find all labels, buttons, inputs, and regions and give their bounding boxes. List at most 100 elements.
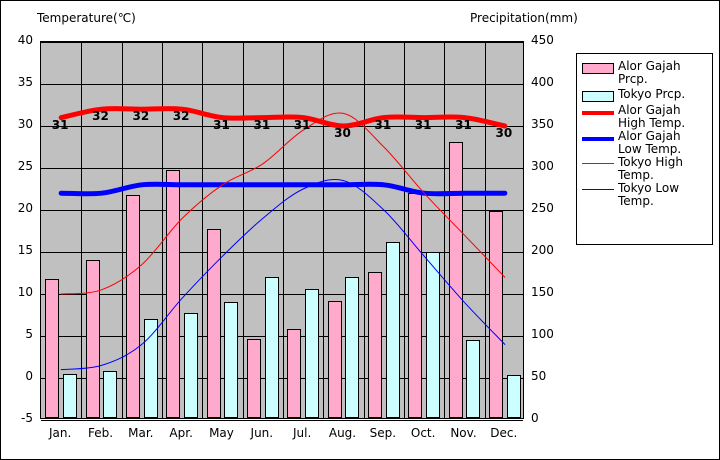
right-axis-tick-label: 50 <box>531 369 547 383</box>
bar <box>144 319 158 418</box>
right-axis-title: Precipitation(mm) <box>470 11 578 25</box>
left-axis-tick-label: 0 <box>25 369 33 383</box>
category-separator <box>162 42 163 418</box>
left-axis-tick-label: 10 <box>17 285 33 299</box>
x-axis-tick-label: Mar. <box>128 426 154 440</box>
high-temp-point-label: 31 <box>414 117 432 132</box>
legend-item-label: Alor Gajah Low Temp. <box>618 129 682 156</box>
high-temp-point-label: 32 <box>132 109 150 124</box>
bar <box>63 374 77 418</box>
x-axis-tick-label: Jul. <box>293 426 312 440</box>
left-axis-title: Temperature(℃) <box>37 11 136 25</box>
bar <box>207 229 221 418</box>
legend-item: Alor Gajah Prcp. <box>582 60 708 86</box>
bar <box>345 277 359 418</box>
left-axis-tick-label: 30 <box>17 117 33 131</box>
right-axis-tick-label: 300 <box>531 159 554 173</box>
category-separator <box>444 42 445 418</box>
x-axis-tick-label: Oct. <box>410 426 436 440</box>
legend-color-swatch <box>582 91 614 102</box>
bar <box>265 277 279 418</box>
left-axis-tick-label: -5 <box>21 411 33 425</box>
high-temp-point-label: 31 <box>293 117 311 132</box>
x-axis-tick-label: Jan. <box>49 426 72 440</box>
gridline <box>41 42 523 43</box>
legend-item-label: Alor Gajah Prcp. <box>618 59 681 86</box>
right-axis-tick-label: 100 <box>531 327 554 341</box>
legend-item: Alor Gajah Low Temp. <box>582 130 708 156</box>
left-axis-tick-label: 20 <box>17 201 33 215</box>
x-axis-tick-label: Dec. <box>490 426 518 440</box>
bar <box>507 375 521 418</box>
plot-area <box>40 41 524 421</box>
x-axis-tick-label: Aug. <box>328 426 357 440</box>
x-axis-tick-label: May <box>209 426 234 440</box>
bar <box>86 260 100 418</box>
high-temp-point-label: 32 <box>92 109 109 124</box>
category-separator <box>122 42 123 418</box>
high-temp-point-label: 31 <box>51 117 69 132</box>
category-separator <box>364 42 365 418</box>
legend-color-swatch <box>582 63 614 74</box>
bar <box>305 289 319 418</box>
right-axis-tick-label: 150 <box>531 285 554 299</box>
bar <box>368 272 382 418</box>
x-axis-tick-label: Apr. <box>169 426 193 440</box>
high-temp-point-label: 31 <box>253 117 271 132</box>
right-axis-tick-label: 400 <box>531 75 554 89</box>
legend-item: Tokyo High Temp. <box>582 156 708 182</box>
bar <box>103 371 117 418</box>
bar <box>287 329 301 418</box>
legend-item-label: Alor Gajah High Temp. <box>618 103 686 130</box>
high-temp-point-label: 31 <box>374 117 392 132</box>
high-temp-point-label: 31 <box>455 117 472 132</box>
category-separator <box>283 42 284 418</box>
left-axis-tick-label: 5 <box>25 327 33 341</box>
bar <box>166 170 180 418</box>
legend: Alor Gajah Prcp. Tokyo Prcp. Alor Gajah Hi… <box>576 53 713 245</box>
right-axis-tick-label: 450 <box>531 33 554 47</box>
left-axis-tick-label: 40 <box>17 33 33 47</box>
category-separator <box>243 42 244 418</box>
legend-line-swatch <box>582 163 614 164</box>
bar <box>386 242 400 418</box>
high-temp-point-label: 31 <box>213 117 230 132</box>
left-axis-tick-label: 15 <box>17 243 33 257</box>
bar <box>45 279 59 418</box>
category-separator <box>202 42 203 418</box>
legend-line-swatch <box>582 189 614 190</box>
bar <box>247 339 261 418</box>
x-axis-tick-label: Nov. <box>450 426 477 440</box>
legend-item-label: Tokyo Low Temp. <box>618 181 680 208</box>
legend-line-swatch <box>582 137 614 141</box>
bar <box>408 193 422 418</box>
right-axis-tick-label: 350 <box>531 117 554 131</box>
legend-item-label: Tokyo High Temp. <box>618 155 683 182</box>
right-axis-tick-label: 250 <box>531 201 554 215</box>
gridline <box>41 420 523 421</box>
bar <box>328 301 342 418</box>
bar <box>224 302 238 418</box>
legend-item-label: Tokyo Prcp. <box>618 87 686 101</box>
bar <box>489 211 503 418</box>
category-separator <box>485 42 486 418</box>
legend-line-swatch <box>582 111 614 115</box>
bar <box>426 252 440 418</box>
category-separator <box>81 42 82 418</box>
right-axis-tick-label: 200 <box>531 243 554 257</box>
gridline <box>41 378 523 379</box>
category-separator <box>323 42 324 418</box>
x-axis-tick-label: Sep. <box>369 426 397 440</box>
bar <box>126 195 140 418</box>
high-temp-point-label: 32 <box>172 109 190 124</box>
legend-item: Alor Gajah High Temp. <box>582 104 708 130</box>
bar <box>184 313 198 418</box>
x-axis-tick-label: Feb. <box>87 426 114 440</box>
bar <box>466 340 480 418</box>
high-temp-point-label: 30 <box>495 126 513 140</box>
gridline <box>41 84 523 85</box>
legend-item: Tokyo Prcp. <box>582 88 708 102</box>
legend-item: Tokyo Low Temp. <box>582 182 708 208</box>
category-separator <box>404 42 405 418</box>
